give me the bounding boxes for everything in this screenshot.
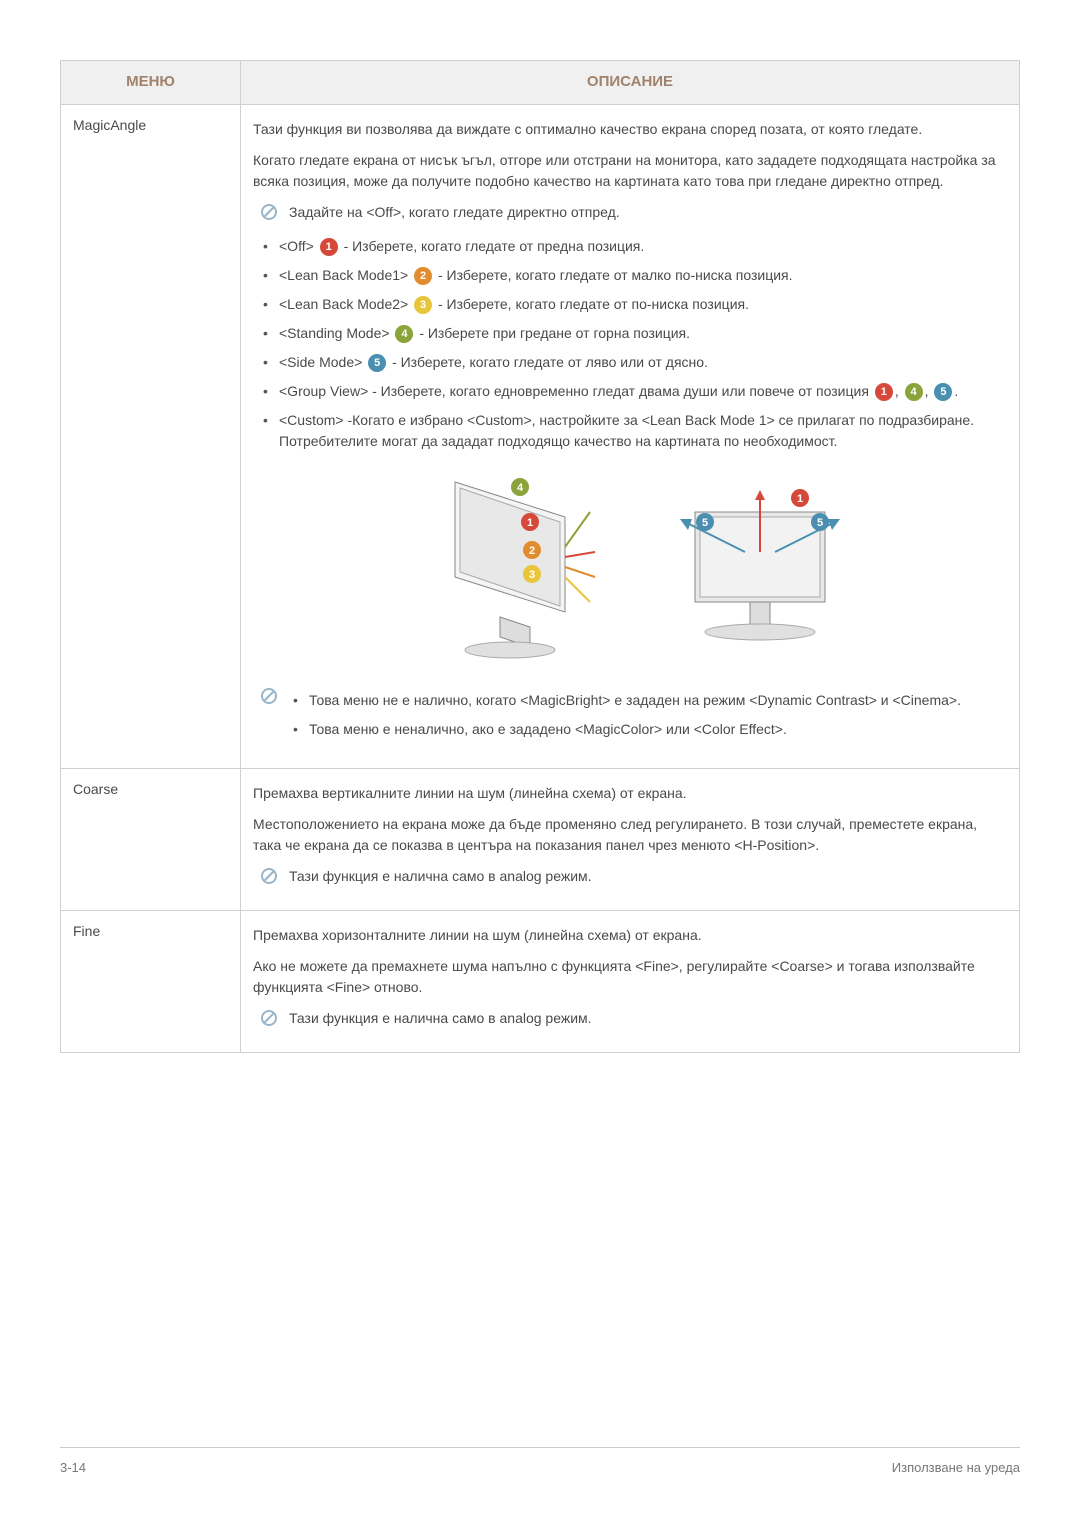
row-desc: Премахва вертикалните линии на шум (лине… xyxy=(241,768,1020,910)
list-item: Това меню не е налично, когато <MagicBri… xyxy=(289,690,961,711)
row-desc: Тази функция ви позволява да виждате с о… xyxy=(241,104,1020,768)
page-footer: 3-14 Използване на уреда xyxy=(60,1447,1020,1478)
note-icon xyxy=(261,866,277,890)
row-label: Fine xyxy=(61,910,241,1052)
badge-4-icon: 4 xyxy=(905,383,923,401)
options-list: <Off> 1 - Изберете, когато гледате от пр… xyxy=(259,236,1007,452)
svg-text:2: 2 xyxy=(529,545,535,557)
angle-diagram: 4 1 2 3 xyxy=(253,472,1007,662)
note-text: Тази функция е налична само в analog реж… xyxy=(289,1008,1007,1029)
header-desc: ОПИСАНИЕ xyxy=(241,61,1020,105)
row-label: Coarse xyxy=(61,768,241,910)
footer-page-number: 3-14 xyxy=(60,1458,86,1478)
badge-2-icon: 2 xyxy=(414,267,432,285)
paragraph: Премахва вертикалните линии на шум (лине… xyxy=(253,783,1007,804)
note-block: Тази функция е налична само в analog реж… xyxy=(253,866,1007,890)
list-item: Това меню е неналично, ако е зададено <M… xyxy=(289,719,961,740)
badge-3-icon: 3 xyxy=(414,296,432,314)
note-block: Тази функция е налична само в analog реж… xyxy=(253,1008,1007,1032)
diagram-left: 4 1 2 3 xyxy=(400,472,600,662)
list-item: <Lean Back Mode2> 3 - Изберете, когато г… xyxy=(259,294,1007,315)
paragraph: Премахва хоризонталните линии на шум (ли… xyxy=(253,925,1007,946)
header-menu: МЕНЮ xyxy=(61,61,241,105)
badge-1-icon: 1 xyxy=(320,238,338,256)
list-item: <Standing Mode> 4 - Изберете при гредане… xyxy=(259,323,1007,344)
badge-5-icon: 5 xyxy=(934,383,952,401)
list-item: <Lean Back Mode1> 2 - Изберете, когато г… xyxy=(259,265,1007,286)
table-row: Coarse Премахва вертикалните линии на шу… xyxy=(61,768,1020,910)
note-text: Тази функция е налична само в analog реж… xyxy=(289,866,1007,887)
note-icon xyxy=(261,1008,277,1032)
paragraph: Местоположението на екрана може да бъде … xyxy=(253,814,1007,856)
note-block: Това меню не е налично, когато <MagicBri… xyxy=(253,686,1007,748)
paragraph: Тази функция ви позволява да виждате с о… xyxy=(253,119,1007,140)
diagram-right: 1 5 5 xyxy=(640,472,860,662)
svg-text:4: 4 xyxy=(517,482,524,494)
list-item: <Side Mode> 5 - Изберете, когато гледате… xyxy=(259,352,1007,373)
svg-text:3: 3 xyxy=(529,569,535,581)
paragraph: Когато гледате екрана от нисък ъгъл, отг… xyxy=(253,150,1007,192)
list-item: <Group View> - Изберете, когато едноврем… xyxy=(259,381,1007,402)
svg-text:1: 1 xyxy=(797,493,803,505)
note-icon xyxy=(261,686,277,710)
svg-text:1: 1 xyxy=(527,517,533,529)
menu-description-table: МЕНЮ ОПИСАНИЕ MagicAngle Тази функция ви… xyxy=(60,60,1020,1053)
table-row: MagicAngle Тази функция ви позволява да … xyxy=(61,104,1020,768)
row-label: MagicAngle xyxy=(61,104,241,768)
note-icon xyxy=(261,202,277,226)
row-desc: Премахва хоризонталните линии на шум (ли… xyxy=(241,910,1020,1052)
badge-5-icon: 5 xyxy=(368,354,386,372)
note-block: Задайте на <Off>, когато гледате директн… xyxy=(253,202,1007,226)
badge-4-icon: 4 xyxy=(395,325,413,343)
table-row: Fine Премахва хоризонталните линии на шу… xyxy=(61,910,1020,1052)
badge-1-icon: 1 xyxy=(875,383,893,401)
note-list: Това меню не е налично, когато <MagicBri… xyxy=(289,686,961,748)
list-item: <Custom> -Когато е избрано <Custom>, нас… xyxy=(259,410,1007,452)
svg-text:5: 5 xyxy=(702,517,708,529)
footer-section-title: Използване на уреда xyxy=(892,1458,1020,1478)
note-text: Задайте на <Off>, когато гледате директн… xyxy=(289,202,1007,223)
svg-text:5: 5 xyxy=(817,517,823,529)
list-item: <Off> 1 - Изберете, когато гледате от пр… xyxy=(259,236,1007,257)
paragraph: Ако не можете да премахнете шума напълно… xyxy=(253,956,1007,998)
